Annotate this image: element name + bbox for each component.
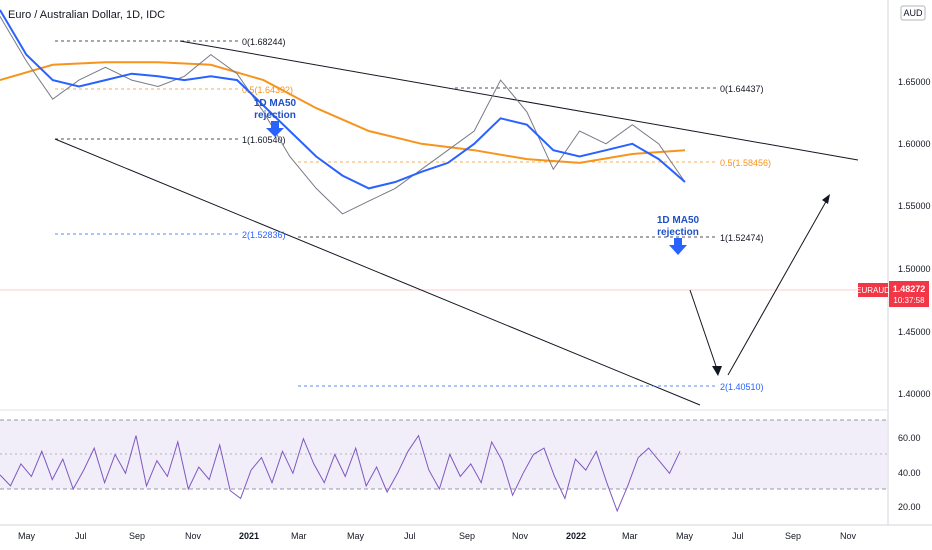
arrow-down-icon [266, 128, 284, 137]
rsi-line[interactable] [0, 434, 681, 513]
time-tick: May [18, 531, 36, 541]
time-tick: 2022 [566, 531, 586, 541]
ma200-line[interactable] [0, 61, 686, 164]
price-tag[interactable]: EURAUD 1.48272 10:37:58 [856, 281, 929, 307]
chart-title: Euro / Australian Dollar, 1D, IDC [8, 9, 165, 21]
rsi-tick: 60.00 [898, 433, 921, 443]
price-tick: 1.55000 [898, 201, 931, 211]
price-tick: 1.45000 [898, 327, 931, 337]
time-tick: Jul [404, 531, 416, 541]
price-tag-box [889, 281, 929, 307]
fib-label: 1(1.52474) [720, 233, 764, 243]
fib-right[interactable]: 0(1.64437) 0.5(1.58456) 1(1.52474) 2(1.4… [298, 84, 771, 392]
ma50-line[interactable] [0, 9, 686, 190]
annotation-text: rejection [657, 227, 699, 238]
time-tick: 2021 [239, 531, 259, 541]
price-tick: 1.65000 [898, 77, 931, 87]
fib-label: 0(1.68244) [242, 37, 286, 47]
arrow-down-icon [271, 121, 279, 128]
price-axis[interactable]: 1.40000 1.45000 1.50000 1.55000 1.60000 … [898, 77, 931, 399]
rsi-tick: 40.00 [898, 468, 921, 478]
fib-left[interactable]: 0(1.68244) 0.5(1.64392) 1(1.60540) 2(1.5… [55, 37, 293, 240]
projection-arrow[interactable] [689, 194, 830, 376]
symbol-tag [858, 283, 888, 297]
time-tick: Jul [75, 531, 87, 541]
ma50-rejection-annotation-2[interactable]: 1D MA50 rejection [657, 215, 700, 255]
time-tick: May [676, 531, 694, 541]
time-tick: Mar [622, 531, 638, 541]
price-tick: 1.40000 [898, 389, 931, 399]
annotation-text: 1D MA50 [254, 98, 297, 109]
fib-label: 1(1.60540) [242, 135, 286, 145]
fib-label: 2(1.52836) [242, 230, 286, 240]
time-tick: Sep [785, 531, 801, 541]
time-tick: Nov [185, 531, 202, 541]
fib-label: 2(1.40510) [720, 382, 764, 392]
time-tick: Jul [732, 531, 744, 541]
symbol-label: EURAUD [856, 286, 890, 295]
rsi-tick: 20.00 [898, 502, 921, 512]
fib-label: 0.5(1.64392) [242, 85, 293, 95]
ma50-rejection-annotation-1[interactable]: 1D MA50 rejection [254, 98, 297, 137]
fib-label: 0(1.64437) [720, 84, 764, 94]
currency-badge-label: AUD [903, 8, 923, 18]
time-tick: Nov [840, 531, 857, 541]
currency-badge[interactable] [900, 5, 926, 21]
channel-upper-trendline[interactable] [179, 40, 859, 161]
time-tick: Sep [129, 531, 145, 541]
annotation-text: rejection [254, 110, 296, 121]
price-tick: 1.50000 [898, 264, 931, 274]
fib-label: 0.5(1.58456) [720, 158, 771, 168]
time-tick: May [347, 531, 365, 541]
price-tick: 1.60000 [898, 139, 931, 149]
rsi-axis[interactable]: 20.00 40.00 60.00 [898, 433, 921, 512]
arrow-down-icon [674, 238, 682, 245]
price-countdown: 10:37:58 [893, 296, 925, 305]
time-tick: Mar [291, 531, 307, 541]
time-axis[interactable]: May Jul Sep Nov 2021 Mar May Jul Sep Nov… [0, 524, 932, 541]
price-value: 1.48272 [893, 284, 926, 294]
rsi-band [0, 420, 888, 489]
annotation-text: 1D MA50 [657, 215, 700, 226]
time-tick: Sep [459, 531, 475, 541]
channel-lower-trendline[interactable] [54, 138, 701, 406]
time-tick: Nov [512, 531, 529, 541]
arrow-down-icon [669, 245, 687, 255]
price-line[interactable] [0, 16, 686, 215]
